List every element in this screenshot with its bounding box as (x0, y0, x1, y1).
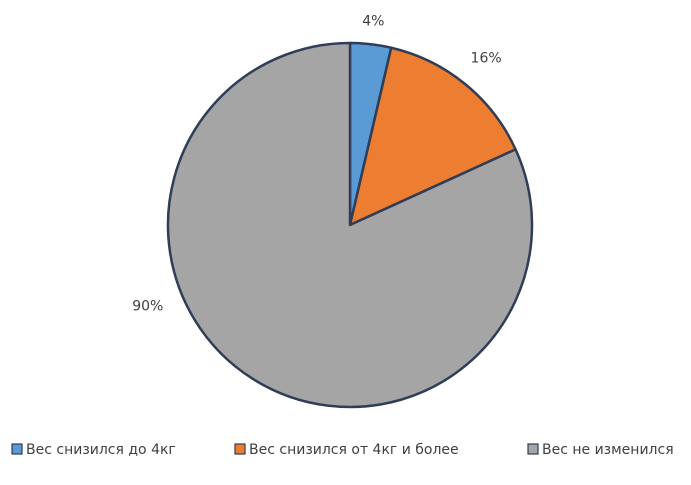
data-label: 16% (471, 51, 502, 67)
legend-label: Вес снизился от 4кг и более (249, 442, 459, 458)
legend-swatch (11, 443, 23, 455)
pie-slice (348, 46, 517, 227)
legend-swatch (527, 443, 539, 455)
legend-swatch (234, 443, 246, 455)
data-label: 4% (362, 13, 384, 29)
legend-label: Вес снизился до 4кг (26, 442, 176, 458)
legend-label: Вес не изменился (542, 442, 674, 458)
data-label: 90% (132, 298, 163, 314)
pie-slice (166, 41, 534, 409)
